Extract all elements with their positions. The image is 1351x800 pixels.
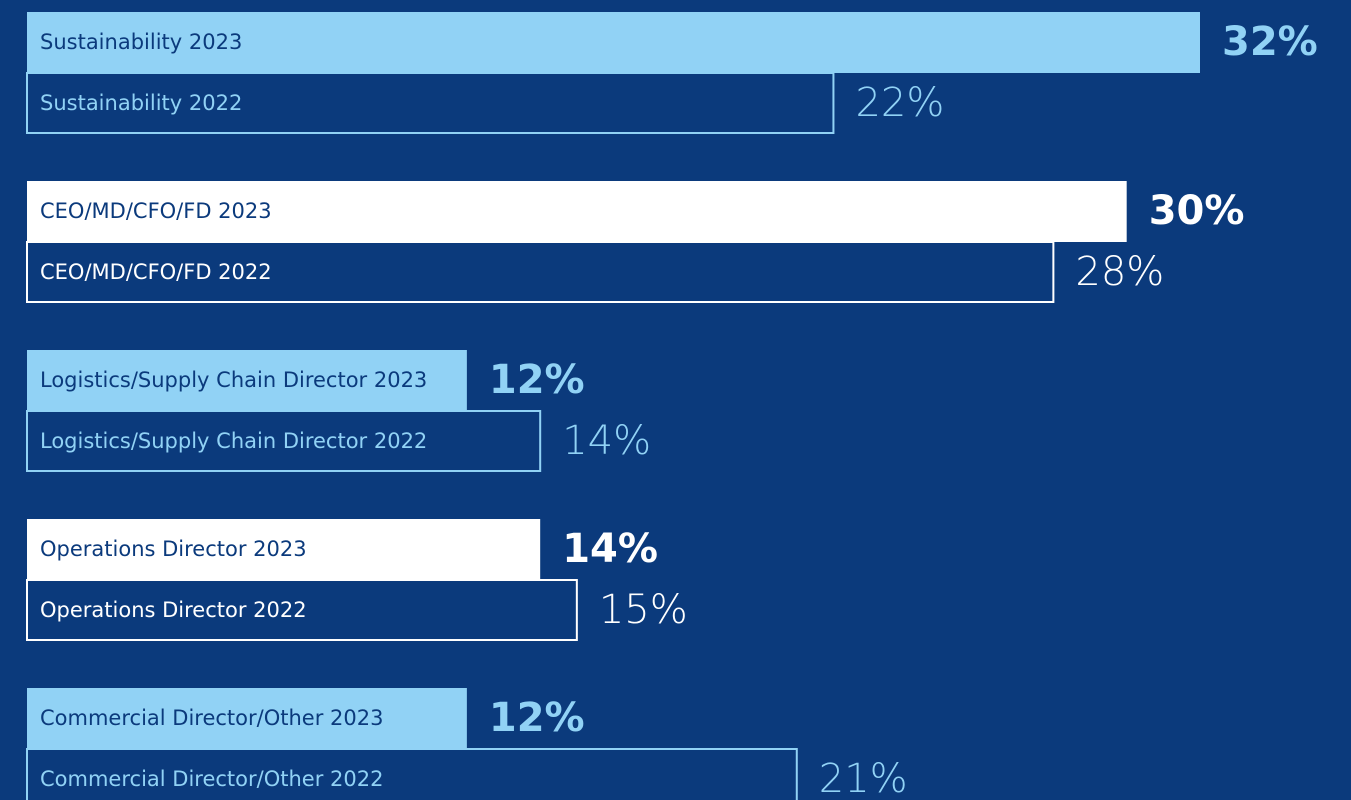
bar-label: Sustainability 2022	[40, 91, 242, 115]
bar-outline	[26, 241, 1055, 303]
value-label: 21%	[819, 756, 908, 800]
value-label: 32%	[1222, 19, 1318, 65]
bar-label: Logistics/Supply Chain Director 2023	[40, 368, 427, 392]
value-label: 14%	[562, 526, 658, 572]
bar-filled	[27, 350, 467, 411]
bar-label: Sustainability 2023	[40, 30, 242, 54]
bar-outline	[26, 579, 578, 641]
bar-label: CEO/MD/CFO/FD 2023	[40, 199, 272, 223]
bar-filled	[27, 519, 541, 580]
bar-filled	[27, 12, 1200, 73]
bar-outline	[26, 410, 542, 472]
value-label: 30%	[1149, 188, 1245, 234]
value-label: 15%	[599, 587, 688, 633]
bar-label: Logistics/Supply Chain Director 2022	[40, 429, 427, 453]
bar-outline	[26, 748, 798, 800]
bar-filled	[27, 688, 467, 749]
value-label: 14%	[562, 418, 651, 464]
value-label: 12%	[489, 357, 585, 403]
value-label: 12%	[489, 695, 585, 741]
bar-outline	[26, 72, 835, 134]
bar-label: Commercial Director/Other 2022	[40, 767, 383, 791]
value-label: 22%	[855, 80, 944, 126]
bar-label: Operations Director 2022	[40, 598, 307, 622]
bar-label: Commercial Director/Other 2023	[40, 706, 383, 730]
bar-label: CEO/MD/CFO/FD 2022	[40, 260, 272, 284]
value-label: 28%	[1075, 249, 1164, 295]
bar-label: Operations Director 2023	[40, 537, 307, 561]
bar-filled	[27, 181, 1127, 242]
